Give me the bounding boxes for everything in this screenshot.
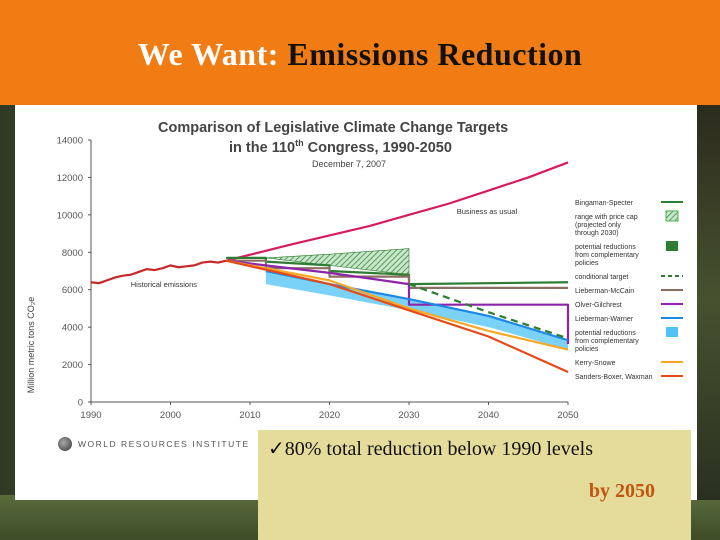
legend-label-line: conditional target [575, 274, 628, 281]
callout-box: ✓80% total reduction below 1990 levels b… [258, 430, 691, 540]
legend-label-olver-gilchrest: Olver-Gilchrest [575, 302, 622, 309]
chart-title-line2-b: Congress, 1990-2050 [304, 140, 452, 156]
chart-title-line1: Comparison of Legislative Climate Change… [158, 120, 508, 136]
legend-label-line: through 2030) [575, 230, 619, 237]
callout-line2: by 2050 [588, 480, 655, 502]
y-tick-label: 2000 [62, 360, 83, 371]
legend-label-line: (projected only [575, 222, 621, 229]
legend-label-line: from complementary [575, 252, 639, 259]
legend-swatch-box [666, 241, 678, 251]
legend-swatch-hatch [665, 210, 679, 222]
legend-label-conditional-target: conditional target [575, 274, 628, 281]
y-tick-label: 6000 [62, 285, 83, 296]
legend-label-potential-reductions-from-complementary-policies: potential reductions from complementary po… [575, 244, 639, 267]
x-tick-label: 2050 [557, 410, 578, 421]
legend-label-kerry-snowe: Kerry-Snowe [575, 360, 616, 367]
source-label: WORLD RESOURCES INSTITUTE [78, 439, 250, 449]
y-tick-label: 14000 [57, 136, 83, 147]
legend-label-line: range with price cap [575, 214, 638, 221]
legend-label-lieberman-mccain: Lieberman-McCain [575, 288, 634, 295]
chart-date: December 7, 2007 [312, 159, 386, 169]
series-line-historical-emissions [90, 259, 227, 285]
title-bar: We Want: Emissions Reduction [0, 0, 720, 105]
x-tick-label: 2010 [239, 410, 260, 421]
source-logo: WORLD RESOURCES INSTITUTE [58, 437, 250, 451]
y-tick-label: 10000 [57, 210, 83, 221]
chart-title-line2-sup: th [295, 138, 304, 148]
legend-label-range-with-price-cap-projected-only-through-2030: range with price cap (projected only throu… [575, 214, 638, 237]
legend-label-lieberman-warner: Lieberman-Warner [575, 316, 634, 323]
series-line-conditional-target [408, 283, 569, 340]
legend-label-sanders-boxer-waxman: Sanders-Boxer, Waxman [575, 374, 653, 381]
legend-label-line: potential reductions [575, 330, 636, 337]
y-tick-label: 4000 [62, 323, 83, 334]
series-line-business-as-usual [225, 161, 569, 262]
title-main: Emissions Reduction [287, 36, 583, 72]
legend-label-line: policies [575, 260, 599, 267]
legend-label-line: Sanders-Boxer, Waxman [575, 374, 653, 381]
annotation-business-as-usual: Business as usual [457, 207, 518, 216]
chart-title-line2-a: in the 110 [229, 140, 295, 156]
title-prefix: We Want: [137, 36, 279, 72]
y-tick-label: 12000 [57, 173, 83, 184]
slide-title: We Want: Emissions Reduction [0, 36, 720, 73]
legend-label-potential-reductions-from-complementary-policies: potential reductions from complementary po… [575, 330, 639, 353]
series-line-kerry-snowe [225, 259, 569, 351]
y-tick-label: 8000 [62, 248, 83, 259]
annotation-historical-emissions: Historical emissions [131, 280, 198, 289]
globe-icon [58, 437, 72, 451]
legend-label-bingaman-specter: Bingaman-Specter [575, 200, 634, 207]
callout-line1: ✓80% total reduction below 1990 levels [268, 438, 594, 460]
y-tick-label: 0 [78, 398, 83, 409]
plot-area: 0 2000 4000 6000 8000 10000 12000 14000 1990 2000… [57, 136, 683, 421]
legend-label-line: policies [575, 346, 599, 353]
legend-label-line: Bingaman-Specter [575, 200, 634, 207]
y-axis-label: Million metric tons CO₂e [26, 297, 36, 394]
x-tick-label: 2000 [160, 410, 181, 421]
x-tick-label: 2030 [398, 410, 419, 421]
x-tick-label: 2020 [319, 410, 340, 421]
x-tick-label: 1990 [80, 410, 101, 421]
legend-label-line: from complementary [575, 338, 639, 345]
legend-label-line: Kerry-Snowe [575, 360, 616, 367]
legend-label-line: potential reductions [575, 244, 636, 251]
x-tick-label: 2040 [478, 410, 499, 421]
emissions-chart: Comparison of Legislative Climate Change… [26, 120, 683, 421]
legend-swatch-box [666, 327, 678, 337]
legend-label-line: Lieberman-Warner [575, 316, 634, 323]
series-line-sanders-boxer-waxman [225, 259, 569, 374]
legend-label-line: Olver-Gilchrest [575, 302, 622, 309]
chart-title-line2: in the 110th Congress, 1990-2050 [229, 138, 452, 156]
series-line-olver-gilchrest [226, 259, 570, 344]
legend-label-line: Lieberman-McCain [575, 288, 634, 295]
